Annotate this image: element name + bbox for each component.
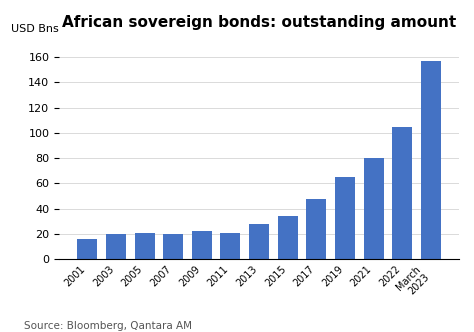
Bar [106,234,126,259]
Bar [249,224,269,259]
Bar [306,199,326,259]
Bar [421,61,441,259]
Bar [392,126,412,259]
Title: African sovereign bonds: outstanding amount: African sovereign bonds: outstanding amo… [62,15,456,30]
Bar [163,234,183,259]
Bar [364,158,383,259]
Bar [135,233,155,259]
Bar [192,231,212,259]
Bar [220,233,240,259]
Bar [77,239,97,259]
Text: Source: Bloomberg, Qantara AM: Source: Bloomberg, Qantara AM [24,321,191,331]
Text: USD Bns: USD Bns [11,24,59,34]
Bar [278,216,298,259]
Bar [335,177,355,259]
